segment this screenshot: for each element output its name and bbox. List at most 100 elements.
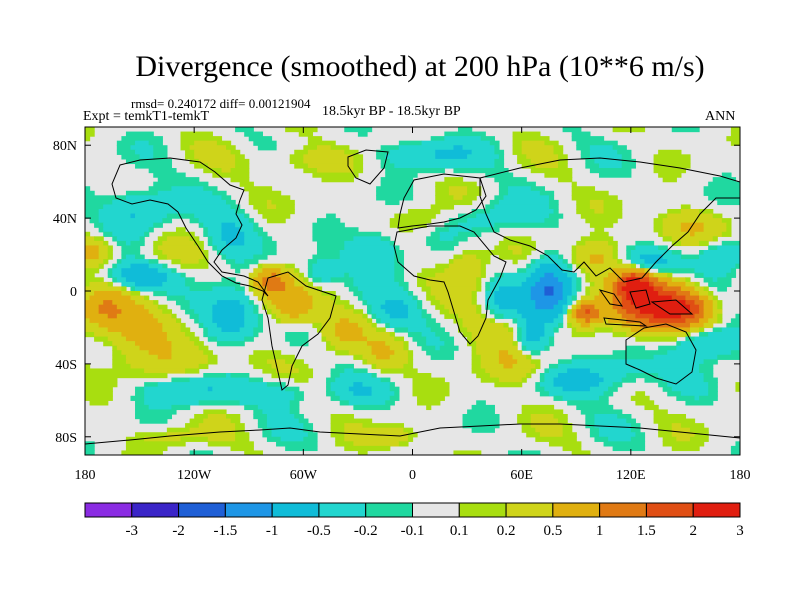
- field-cell: [585, 286, 591, 292]
- colorbar-swatch: [84, 502, 133, 518]
- field-cell: [121, 281, 136, 288]
- field-cell: [198, 322, 204, 329]
- field-cell: [148, 263, 163, 269]
- field-cell: [580, 409, 623, 415]
- field-cell: [589, 291, 600, 297]
- field-cell: [521, 409, 564, 415]
- field-cell: [558, 163, 568, 169]
- field-cell: [558, 373, 600, 379]
- x-tick-label: 180: [75, 468, 96, 483]
- field-cell: [216, 341, 245, 347]
- field-cell: [203, 231, 209, 237]
- field-cell: [539, 377, 546, 383]
- field-cell: [589, 386, 609, 392]
- field-cell: [544, 291, 555, 297]
- field-cell: [389, 313, 409, 319]
- field-cell: [635, 272, 650, 278]
- field-cell: [235, 427, 245, 433]
- field-cell: [326, 345, 336, 351]
- field-cell: [471, 227, 500, 233]
- field-cell: [580, 295, 596, 301]
- colorbar-swatch: [552, 502, 601, 518]
- field-cell: [253, 277, 263, 283]
- field-cell: [689, 231, 696, 237]
- field-cell: [658, 231, 664, 237]
- field-cell: [662, 436, 677, 442]
- field-cell: [376, 195, 414, 201]
- field-cell: [253, 291, 263, 297]
- field-cell: [576, 318, 586, 324]
- field-cell: [107, 272, 113, 278]
- field-cell: [512, 318, 518, 324]
- field-cell: [130, 295, 145, 301]
- field-cell: [489, 318, 495, 324]
- field-cell: [435, 199, 473, 206]
- field-cell: [626, 250, 632, 256]
- field-cell: [430, 327, 445, 333]
- field-cell: [271, 363, 295, 370]
- field-cell: [662, 377, 705, 383]
- colorbar-swatch: [458, 502, 507, 518]
- field-cell: [548, 195, 555, 201]
- field-cell: [298, 368, 314, 374]
- field-cell: [125, 195, 223, 201]
- field-cell: [421, 332, 436, 338]
- field-cell: [394, 350, 409, 356]
- field-cell: [735, 382, 740, 388]
- field-cell: [703, 277, 714, 283]
- field-cell: [685, 318, 700, 324]
- field-cell: [394, 254, 405, 260]
- field-cell: [626, 373, 659, 379]
- field-cell: [98, 209, 236, 215]
- field-cell: [717, 199, 740, 206]
- field-cell: [630, 250, 673, 256]
- field-cell: [476, 345, 518, 351]
- field-cell: [467, 341, 477, 347]
- y-tick-label: 80N: [53, 139, 77, 154]
- field-cell: [121, 268, 159, 274]
- field-cell: [121, 286, 127, 292]
- field-cell: [112, 268, 122, 274]
- field-cell: [180, 272, 186, 278]
- field-cell: [198, 318, 213, 324]
- field-cell: [462, 318, 491, 324]
- field-cell: [216, 322, 245, 329]
- field-cell: [530, 291, 546, 297]
- field-cell: [471, 359, 482, 365]
- field-cell: [671, 240, 682, 247]
- field-cell: [189, 286, 213, 292]
- field-cell: [435, 154, 468, 160]
- field-cell: [435, 263, 450, 269]
- field-cell: [235, 209, 245, 215]
- field-cell: [253, 309, 259, 315]
- field-cell: [376, 318, 382, 324]
- field-cell: [144, 395, 295, 401]
- field-cell: [435, 190, 450, 196]
- field-cell: [85, 272, 95, 278]
- field-cell: [353, 309, 364, 315]
- field-cell: [198, 313, 213, 319]
- field-cell: [662, 222, 682, 228]
- field-cell: [271, 373, 314, 379]
- field-cell: [335, 322, 359, 329]
- field-cell: [653, 418, 696, 424]
- field-cell: [417, 277, 427, 283]
- field-cell: [162, 250, 204, 256]
- field-cell: [412, 377, 445, 383]
- field-cell: [553, 149, 564, 155]
- field-cell: [289, 154, 304, 160]
- field-cell: [539, 391, 550, 397]
- field-cell: [594, 423, 632, 429]
- field-cell: [635, 313, 655, 319]
- field-cell: [362, 354, 377, 360]
- field-cell: [735, 263, 740, 269]
- field-cell: [667, 281, 687, 288]
- field-cell: [239, 400, 291, 406]
- field-cell: [457, 313, 482, 319]
- field-cell: [521, 250, 532, 256]
- field-cell: [162, 327, 182, 333]
- field-cell: [207, 332, 254, 338]
- field-cell: [667, 272, 673, 278]
- field-cell: [235, 127, 254, 133]
- field-cell: [435, 227, 450, 233]
